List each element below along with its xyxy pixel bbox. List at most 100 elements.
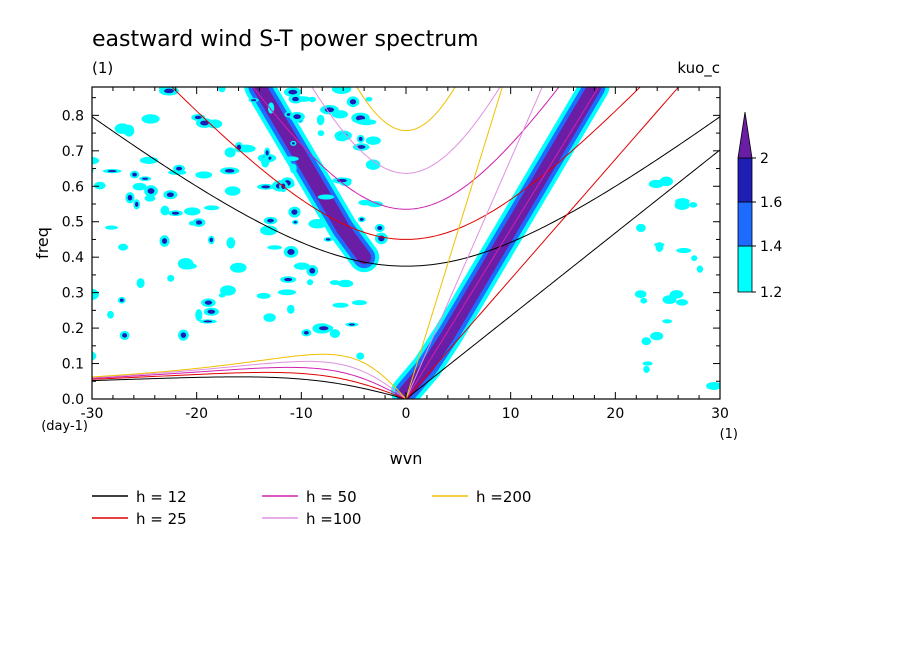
power-speckle-core — [291, 209, 298, 215]
rossby-curve-h200 — [92, 353, 407, 399]
power-speckle-core — [349, 99, 357, 105]
kelvin-curve-h100 — [405, 87, 543, 399]
power-speckle — [655, 242, 664, 252]
power-speckle — [662, 295, 677, 305]
ridge-level-4 — [399, 87, 602, 399]
power-speckle-core — [377, 225, 383, 231]
power-speckle — [92, 156, 100, 165]
power-speckle — [365, 159, 381, 170]
power-speckle — [641, 337, 652, 346]
legend-label: h =100 — [306, 510, 361, 528]
y-tick-label: 0.0 — [62, 392, 84, 408]
power-speckle — [260, 225, 278, 236]
colorbar-label: 2 — [760, 151, 769, 167]
power-speckle-core — [358, 136, 363, 141]
power-speckle-core — [195, 220, 203, 225]
power-speckle-core — [85, 168, 91, 173]
power-speckle — [132, 182, 147, 191]
y-tick-label: 0.6 — [62, 179, 84, 195]
colorbar: 1.2 1.4 1.6 2 — [737, 111, 782, 301]
power-speckle-core — [292, 96, 299, 102]
power-speckle-core — [163, 88, 174, 94]
gravity-curve-h50 — [252, 87, 560, 210]
y-tick-label: 0.1 — [62, 357, 84, 373]
power-speckle-core — [224, 169, 235, 173]
colorbar-segment — [737, 201, 753, 247]
colorbar-label: 1.2 — [760, 285, 782, 301]
power-speckle — [662, 319, 673, 324]
power-speckle-core — [309, 267, 316, 274]
power-speckle — [107, 310, 114, 319]
power-speckle — [306, 279, 314, 286]
power-speckle — [316, 114, 325, 126]
power-speckle-core — [204, 300, 213, 305]
gravity-curve-h100 — [311, 87, 501, 174]
power-speckle-core — [357, 145, 366, 149]
power-speckle — [104, 225, 119, 230]
power-speckle-core — [303, 330, 309, 335]
y-tick-label: 0.3 — [62, 286, 84, 302]
power-speckle — [177, 259, 187, 269]
kelvin-curve-h200 — [405, 87, 503, 399]
legend-label: h = 25 — [136, 510, 187, 528]
rossby-curve-h25 — [92, 371, 407, 399]
power-speckle — [167, 274, 175, 282]
power-speckle — [263, 313, 276, 322]
y-axis-unit: (day-1) — [41, 419, 88, 434]
x-axis-unit: (1) — [720, 427, 738, 442]
gravity-curve-h12 — [92, 116, 720, 267]
x-tick-label: 20 — [606, 406, 624, 422]
power-speckle — [706, 381, 720, 390]
power-speckle — [365, 136, 381, 145]
power-speckle — [195, 171, 213, 179]
power-speckle — [696, 265, 704, 273]
power-speckle-core — [107, 170, 117, 173]
power-speckle — [230, 262, 247, 273]
legend: h = 12 h = 25 h = 50 h =100 h =200 — [92, 488, 531, 528]
power-speckle — [224, 186, 241, 196]
rossby-curve-h50 — [92, 366, 407, 399]
power-speckle-core — [119, 298, 124, 302]
y-tick-label: 0.5 — [62, 215, 84, 231]
power-speckle — [159, 87, 166, 91]
power-speckle-core — [325, 238, 331, 241]
power-speckle — [643, 365, 650, 373]
power-speckle-core — [287, 248, 295, 255]
x-tick-label: -30 — [81, 406, 104, 422]
power-speckle-core — [78, 128, 82, 131]
power-speckle — [293, 262, 310, 270]
power-speckle — [70, 196, 87, 205]
colorbar-segment — [737, 245, 753, 293]
power-speckle — [640, 297, 648, 304]
power-speckle — [356, 352, 365, 360]
power-speckle — [224, 147, 236, 158]
power-speckle-core — [171, 211, 180, 215]
power-speckle — [118, 243, 129, 251]
power-speckle — [329, 280, 341, 286]
power-speckle — [317, 130, 325, 137]
power-speckle — [73, 305, 90, 315]
y-tick-label: 0.4 — [62, 250, 84, 266]
power-speckle — [634, 290, 647, 299]
power-speckle — [674, 200, 690, 211]
kelvin-curve-h25 — [405, 87, 680, 399]
power-speckle-core — [122, 333, 128, 338]
power-speckle — [676, 248, 692, 254]
legend-label: h = 50 — [306, 488, 357, 506]
power-speckle-core — [324, 107, 335, 113]
y-tick-label: 0.2 — [62, 321, 84, 337]
power-speckle — [284, 156, 299, 162]
power-speckle-core — [265, 150, 269, 156]
power-speckle — [92, 351, 97, 361]
power-speckle — [691, 255, 698, 262]
power-speckle-core — [288, 89, 298, 95]
rossby-curve-h12 — [92, 376, 407, 399]
y-tick-label: 0.8 — [62, 108, 84, 124]
power-speckle — [218, 87, 226, 93]
power-speckle — [267, 245, 283, 250]
power-speckle — [76, 127, 84, 133]
power-speckle — [123, 124, 135, 137]
power-speckle-core — [293, 114, 301, 120]
power-speckle — [650, 331, 664, 341]
